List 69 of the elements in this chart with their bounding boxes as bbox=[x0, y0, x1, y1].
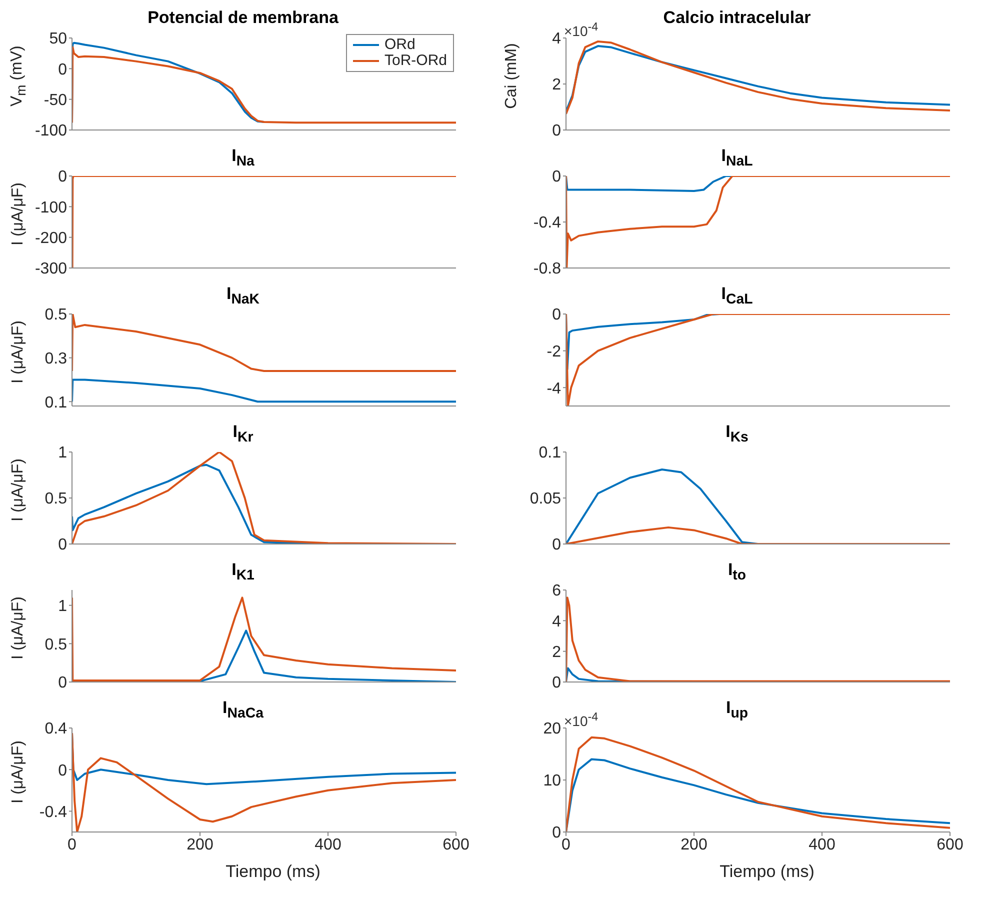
x-tick-label: 400 bbox=[808, 836, 836, 854]
y-tick-label: 0 bbox=[58, 762, 68, 780]
x-axis-title: Tiempo (ms) bbox=[226, 862, 320, 881]
y-tick-label: 0 bbox=[552, 674, 562, 692]
y-axis-title: I (μA/μF) bbox=[9, 740, 26, 804]
chart-title: I$_{CaL}$ bbox=[721, 284, 753, 308]
y-axis-title: I (μA/μF) bbox=[9, 596, 26, 660]
annotation: ×10$^{-4}$ bbox=[564, 710, 598, 729]
y-tick-label: 4 bbox=[552, 30, 562, 48]
chart-title: I$_{NaL}$ bbox=[721, 146, 753, 170]
y-tick-label: 0.4 bbox=[44, 720, 68, 738]
chart-title: I$_{Kr}$ bbox=[232, 422, 254, 446]
y-tick-label: 2 bbox=[552, 644, 562, 662]
y-tick-label: 0.5 bbox=[44, 636, 68, 654]
y-tick-label: -0.8 bbox=[533, 260, 562, 278]
chart-title: I$_{up}$ bbox=[726, 698, 748, 722]
y-tick-label: 0.05 bbox=[530, 490, 562, 508]
y-tick-label: -100 bbox=[34, 199, 68, 216]
y-tick-label: 0.5 bbox=[44, 306, 68, 324]
chart-title: I$_{Ks}$ bbox=[726, 422, 748, 446]
y-tick-label: 0.3 bbox=[44, 350, 68, 368]
y-tick-label: 0 bbox=[552, 168, 562, 186]
y-axis-title: I (μA/μF) bbox=[9, 458, 26, 522]
x-tick-label: 200 bbox=[680, 836, 708, 854]
y-tick-label: -300 bbox=[34, 260, 68, 278]
y-tick-label: 0 bbox=[58, 168, 68, 186]
x-tick-label: 600 bbox=[442, 836, 470, 854]
chart-title: Potencial de membrana bbox=[148, 8, 338, 27]
y-tick-label: 0.1 bbox=[44, 394, 68, 412]
y-tick-label: 6 bbox=[552, 582, 562, 600]
y-tick-label: 20 bbox=[543, 720, 562, 738]
x-axis-title: Tiempo (ms) bbox=[720, 862, 814, 881]
annotation: ×10$^{-4}$ bbox=[564, 20, 598, 39]
y-tick-label: -4 bbox=[546, 380, 562, 398]
legend-label: ORd bbox=[384, 36, 416, 53]
y-tick-label: -100 bbox=[34, 122, 68, 140]
y-tick-label: 1 bbox=[58, 598, 68, 616]
x-tick-label: 400 bbox=[314, 836, 342, 854]
y-tick-label: 0 bbox=[58, 536, 68, 554]
x-tick-label: 200 bbox=[186, 836, 214, 854]
y-tick-label: 4 bbox=[552, 613, 562, 630]
chart-title: I$_{Na}$ bbox=[232, 146, 254, 170]
y-tick-label: -0.4 bbox=[39, 804, 68, 821]
x-tick-label: 600 bbox=[936, 836, 964, 854]
chart-title: I$_{to}$ bbox=[728, 560, 746, 584]
y-tick-label: 0 bbox=[552, 536, 562, 554]
y-tick-label: 0 bbox=[552, 306, 562, 324]
y-tick-label: 1 bbox=[58, 444, 68, 462]
y-tick-label: 0 bbox=[552, 824, 562, 842]
y-tick-label: 0.5 bbox=[44, 490, 68, 508]
chart-title: I$_{K1}$ bbox=[232, 560, 254, 584]
chart-title: I$_{NaCa}$ bbox=[222, 698, 264, 722]
y-tick-label: -0.4 bbox=[533, 214, 562, 232]
y-axis-title: I (μA/μF) bbox=[9, 320, 26, 384]
y-tick-label: 0 bbox=[58, 61, 68, 78]
y-tick-label: -50 bbox=[44, 92, 68, 110]
y-axis-title: I (μA/μF) bbox=[9, 182, 26, 246]
y-tick-label: 0 bbox=[58, 674, 68, 692]
y-tick-label: 0 bbox=[552, 122, 562, 140]
y-tick-label: 10 bbox=[543, 772, 562, 790]
y-tick-label: 2 bbox=[552, 76, 562, 94]
y-tick-label: 0.1 bbox=[538, 444, 562, 462]
y-tick-label: -2 bbox=[546, 343, 562, 360]
legend-label: ToR-ORd bbox=[384, 52, 447, 69]
chart-title: Calcio intracelular bbox=[663, 8, 811, 27]
y-tick-label: -200 bbox=[34, 230, 68, 248]
y-tick-label: 50 bbox=[49, 30, 68, 48]
y-axis-title: Cai (mM) bbox=[503, 43, 520, 109]
chart-title: I$_{NaK}$ bbox=[226, 284, 260, 308]
